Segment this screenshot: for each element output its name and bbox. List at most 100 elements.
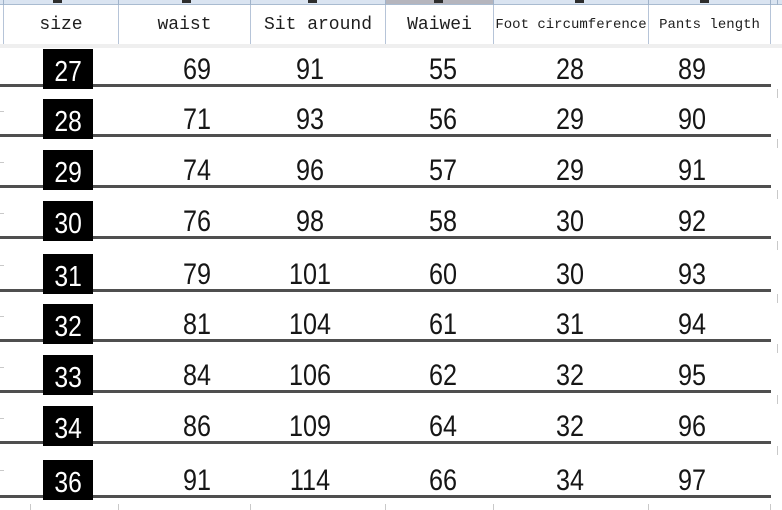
gridline-tick [648,504,649,510]
gridline-tick [777,294,778,303]
size-badge: 29 [43,150,93,190]
value-cell: 97 [677,464,707,497]
gridline-vertical [648,0,649,5]
value-cell: 57 [428,154,458,187]
value-cell: 71 [182,103,212,136]
cropped-text-artifact [575,0,584,3]
size-badge-label: 29 [54,157,82,189]
size-badge: 32 [43,304,93,344]
gridline-tick [777,89,778,98]
gridline-vertical [3,0,4,5]
value-cell: 74 [182,154,212,187]
value-cell: 106 [288,359,332,392]
value-cell: 32 [555,359,585,392]
size-badge-label: 28 [54,106,82,138]
gridline-vertical [385,0,386,5]
gridline-tick [0,316,4,317]
value-cell: 81 [182,308,212,341]
gridline-tick [118,504,119,510]
table-row: 33 84 106 62 32 95 [0,342,771,395]
value-cell: 91 [677,154,707,187]
value-cell: 91 [295,53,325,86]
gridline-tick [777,139,778,148]
value-cell: 90 [677,103,707,136]
cropped-text-artifact [308,0,317,3]
table-row: 30 76 98 58 30 92 [0,188,771,241]
value-cell: 96 [295,154,325,187]
table-header-row: size waist Sit around Waiwei Foot circum… [3,5,771,44]
value-cell: 93 [677,258,707,291]
table-row: 34 86 109 64 32 96 [0,393,771,446]
header-cell-sit-around: Sit around [251,5,386,44]
gridline-tick [0,265,4,266]
table-row: 31 79 101 60 30 93 [0,239,771,294]
value-cell: 95 [677,359,707,392]
value-cell: 84 [182,359,212,392]
size-badge: 33 [43,355,93,395]
table-row: 28 71 93 56 29 90 [0,87,771,139]
size-badge-label: 30 [54,208,82,240]
gridline-vertical [250,0,251,5]
value-cell: 94 [677,308,707,341]
value-cell: 62 [428,359,458,392]
value-cell: 34 [555,464,585,497]
gridline-vertical [118,0,119,5]
value-cell: 96 [677,410,707,443]
value-cell: 64 [428,410,458,443]
gridline-tick [0,418,4,419]
value-cell: 30 [555,258,585,291]
value-cell: 56 [428,103,458,136]
value-cell: 114 [289,464,331,497]
gridline-tick [385,504,386,510]
size-badge-label: 27 [54,56,82,88]
value-cell: 101 [288,258,332,291]
value-cell: 86 [182,410,212,443]
value-cell: 69 [182,53,212,86]
gridline-tick [770,504,771,510]
size-badge-label: 34 [54,413,82,445]
value-cell: 91 [182,464,212,497]
table-row: 36 91 114 66 34 97 [0,444,771,500]
value-cell: 66 [428,464,458,497]
size-badge-label: 31 [54,261,82,293]
value-cell: 109 [288,410,332,443]
value-cell: 32 [555,410,585,443]
header-cell-foot-circumference: Foot circumference [494,5,649,44]
size-badge: 34 [43,406,93,446]
value-cell: 31 [555,308,585,341]
gridline-tick [493,504,494,510]
size-badge: 31 [43,254,93,294]
value-cell: 93 [295,103,325,136]
value-cell: 55 [428,53,458,86]
gridline-tick [777,344,778,353]
size-badge: 36 [43,460,93,500]
cropped-text-artifact [700,0,709,3]
gridline-tick [777,395,778,404]
table-row: 27 69 91 55 28 89 [0,44,771,89]
gridline-tick [0,213,4,214]
value-cell: 76 [182,205,212,238]
header-bottom-shading [0,44,782,48]
gridline-vertical [777,0,778,5]
size-badge: 27 [43,49,93,89]
value-cell: 98 [295,205,325,238]
gridline-tick [0,367,4,368]
value-cell: 89 [677,53,707,86]
value-cell: 92 [677,205,707,238]
value-cell: 60 [428,258,458,291]
table-row: 32 81 104 61 31 94 [0,292,771,344]
header-cell-waist: waist [119,5,251,44]
size-badge: 30 [43,201,93,241]
value-cell: 29 [555,103,585,136]
gridline-tick [30,504,31,510]
size-badge-label: 32 [54,311,82,343]
header-cell-waiwei: Waiwei [386,5,494,44]
gridline-tick [250,504,251,510]
cropped-text-artifact [434,0,443,3]
cropped-text-artifact [53,0,62,3]
value-cell: 104 [288,308,332,341]
table-body: 27 69 91 55 28 89 28 71 93 56 29 90 29 7… [0,44,782,500]
value-cell: 28 [555,53,585,86]
header-cell-size: size [4,5,119,44]
value-cell: 61 [428,308,458,341]
